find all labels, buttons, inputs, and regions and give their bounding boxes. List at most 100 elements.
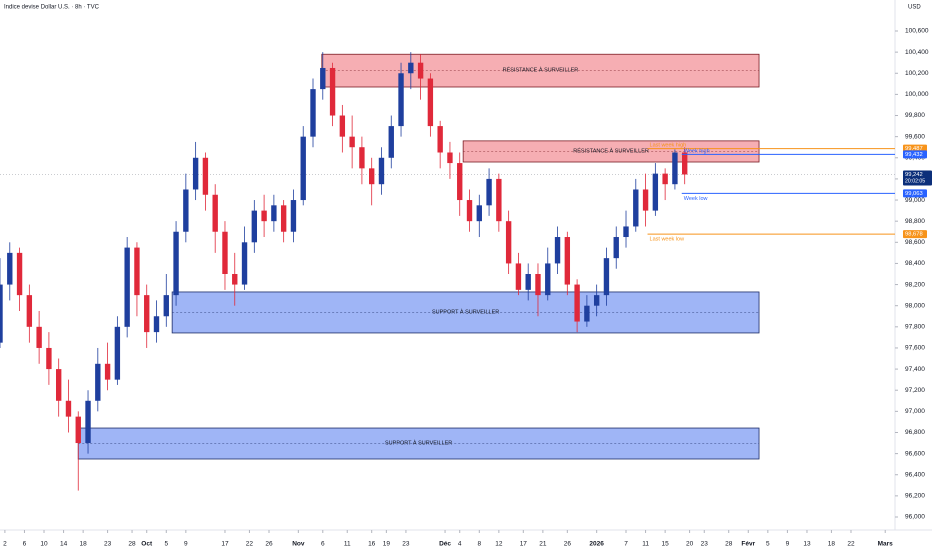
candle-body	[300, 136, 306, 201]
x-tick-label: 28	[725, 541, 733, 548]
x-tick-label: 2	[3, 541, 7, 548]
x-tick-label: 18	[80, 541, 88, 548]
candle-body	[144, 295, 150, 333]
candle-body	[613, 237, 619, 259]
x-tick-label: Mars	[878, 541, 894, 548]
level-label: Last week high	[650, 143, 687, 149]
candle-body	[26, 295, 33, 327]
candle-body	[55, 369, 62, 401]
y-tick-label: 98,800	[905, 218, 925, 225]
x-tick-label: Nov	[292, 541, 305, 548]
candle-body	[280, 205, 287, 232]
candle-body	[564, 237, 571, 285]
candle-body	[574, 284, 580, 322]
candle-body	[271, 205, 277, 222]
x-tick-label: 17	[221, 541, 229, 548]
price-tag	[903, 150, 927, 159]
x-tick-label: 12	[495, 541, 503, 548]
y-tick-label: 97,200	[905, 387, 925, 394]
x-tick-label: Oct	[141, 541, 153, 548]
candle-body	[163, 295, 169, 317]
price-tag-label: 99,487	[905, 146, 923, 152]
candle-body	[642, 189, 649, 211]
y-tick-label: 99,800	[905, 112, 925, 119]
y-tick-label: 97,800	[905, 324, 925, 331]
y-tick-label: 98,400	[905, 260, 925, 267]
candle-body	[535, 274, 541, 296]
x-tick-label: 4	[458, 541, 462, 548]
candle-body	[222, 231, 228, 274]
last-price-tag	[903, 170, 932, 186]
countdown: 20:02:05	[905, 178, 925, 184]
x-tick-label: 23	[104, 541, 112, 548]
candle-body	[251, 210, 258, 243]
x-tick-label: 22	[246, 541, 254, 548]
x-tick-label: 16	[368, 541, 376, 548]
zone-label: SUPPORT À SURVEILLER	[432, 308, 499, 315]
x-tick-label: 11	[642, 541, 649, 548]
last-price-label: 99,242	[905, 172, 923, 178]
y-tick-label: 96,400	[905, 471, 925, 478]
x-tick-label: 18	[828, 541, 836, 548]
y-tick-label: 96,800	[905, 429, 925, 436]
y-tick-label: 98,600	[905, 239, 925, 246]
candle-body	[554, 237, 561, 264]
candle-body	[603, 258, 610, 296]
candle-body	[398, 73, 404, 127]
candle-body	[505, 221, 512, 264]
candle-body	[388, 126, 394, 158]
candle-body	[65, 400, 72, 417]
x-tick-label: 21	[539, 541, 547, 548]
candle-body	[486, 178, 492, 206]
candle-body	[183, 189, 189, 232]
x-tick-label: 17	[520, 541, 528, 548]
x-tick-label: 26	[564, 541, 572, 548]
candle-body	[124, 247, 130, 327]
candle-body	[652, 173, 659, 211]
candle-body	[457, 163, 463, 201]
price-tag-label: 99,432	[905, 152, 923, 158]
y-tick-label: 97,600	[905, 345, 925, 352]
y-tick-label: 96,200	[905, 493, 925, 500]
x-tick-label: 5	[766, 541, 770, 548]
x-tick-label: 26	[265, 541, 273, 548]
zone-label: RÉSISTANCE À SURVEILLER	[503, 67, 579, 74]
candle-body	[134, 247, 140, 296]
chart-title: Indice devise Dollar U.S. · 8h · TVC	[4, 5, 100, 11]
x-tick-label: 9	[184, 541, 188, 548]
candle-body	[173, 231, 179, 296]
x-tick-label: 8	[477, 541, 481, 548]
level-label: Last week low	[650, 237, 685, 243]
x-tick-label: 11	[344, 541, 351, 548]
candle-body	[427, 78, 434, 127]
candle-body	[672, 152, 678, 185]
candle-body	[378, 157, 385, 185]
price-tag	[903, 230, 927, 239]
currency: USD	[908, 5, 921, 11]
candle-body	[75, 416, 81, 444]
x-tick-label: 13	[803, 541, 811, 548]
x-tick-label: 23	[402, 541, 410, 548]
y-tick-label: 98,200	[905, 281, 925, 288]
candle-body	[466, 200, 473, 222]
y-tick-label: 96,000	[905, 514, 925, 521]
candle-body	[202, 157, 209, 195]
y-tick-label: 99,600	[905, 133, 925, 140]
x-tick-label: 9	[786, 541, 790, 548]
y-tick-label: 100,600	[905, 28, 929, 35]
x-tick-label: 10	[40, 541, 48, 548]
x-tick-label: 6	[321, 541, 325, 548]
candle-body	[85, 400, 91, 444]
x-tick-label: 5	[164, 541, 168, 548]
zone-label: SUPPORT À SURVEILLER	[385, 439, 452, 446]
candle-body	[339, 115, 346, 137]
candle-body	[662, 173, 668, 185]
candle-body	[447, 152, 453, 164]
candle-body	[515, 263, 522, 290]
zone-label: RÉSISTANCE À SURVEILLER	[573, 147, 649, 154]
x-tick-label: Févr	[741, 541, 755, 548]
x-tick-label: 6	[23, 541, 27, 548]
candle-body	[310, 89, 316, 137]
candle-body	[369, 168, 375, 185]
